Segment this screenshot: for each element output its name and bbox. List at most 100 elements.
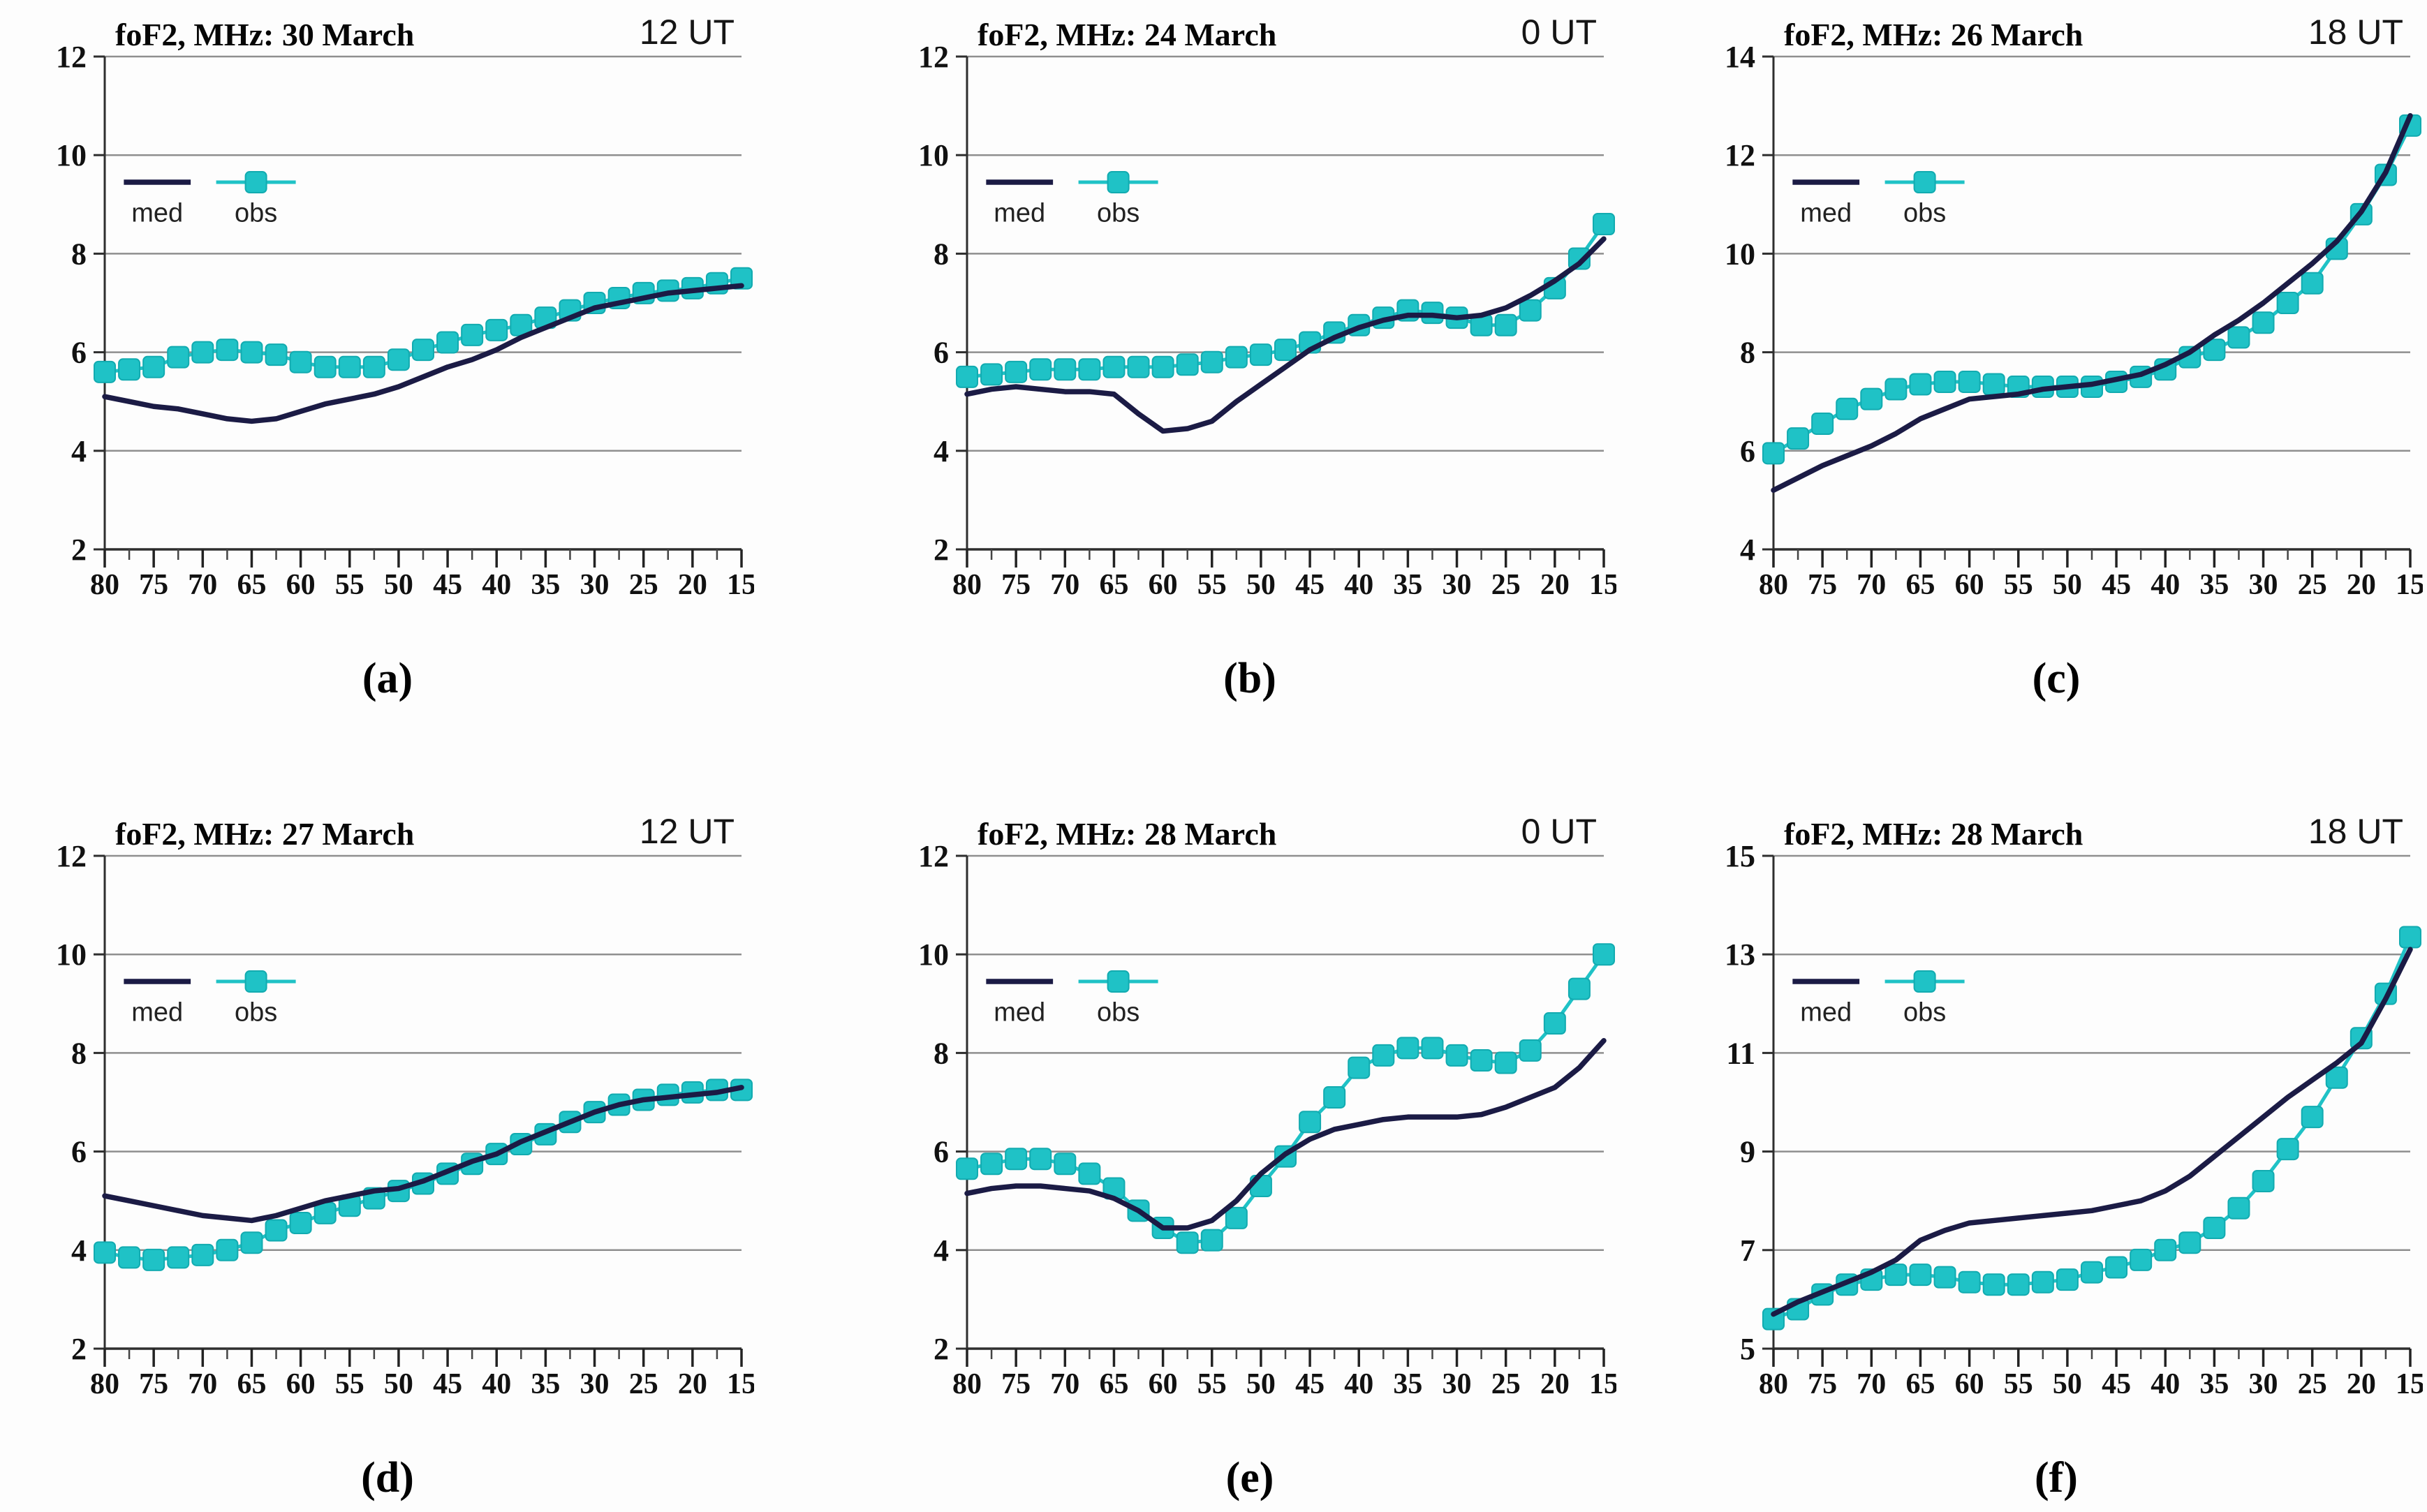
- ut-time-label: 0 UT: [1521, 812, 1597, 851]
- y-tick-label: 10: [918, 138, 949, 172]
- obs-marker: [2007, 1273, 2030, 1296]
- legend-obs-marker: [1913, 171, 1936, 194]
- obs-marker: [1054, 358, 1077, 381]
- obs-marker: [461, 323, 484, 346]
- x-tick-label: 55: [335, 1368, 364, 1400]
- panel-label: (c): [2032, 655, 2081, 702]
- obs-marker: [1078, 358, 1101, 381]
- ut-time-label: 0 UT: [1521, 13, 1597, 52]
- legend-med-label: med: [1800, 199, 1852, 228]
- panel-label: (a): [362, 655, 413, 702]
- x-tick-label: 45: [2102, 569, 2131, 601]
- obs-marker: [1593, 213, 1615, 236]
- y-tick-label: 8: [71, 237, 87, 271]
- x-tick-label: 20: [2347, 569, 2376, 601]
- x-tick-label: 70: [188, 1368, 217, 1400]
- obs-marker: [1249, 343, 1272, 366]
- x-tick-label: 30: [2249, 569, 2278, 601]
- obs-marker: [2154, 1238, 2177, 1261]
- obs-marker: [167, 346, 190, 369]
- x-tick-label: 40: [2151, 569, 2180, 601]
- x-tick-label: 65: [1099, 569, 1128, 601]
- x-tick-label: 75: [1001, 569, 1031, 601]
- obs-marker: [1054, 1152, 1077, 1176]
- x-tick-label: 15: [1589, 569, 1616, 601]
- y-tick-label: 12: [918, 40, 949, 74]
- y-tick-label: 6: [934, 336, 949, 370]
- legend-obs-marker: [1913, 970, 1936, 993]
- legend-obs-marker: [244, 970, 267, 993]
- med-line: [102, 1085, 744, 1224]
- x-tick-label: 40: [2151, 1368, 2180, 1400]
- obs-marker: [265, 1219, 288, 1242]
- legend-obs-label: obs: [235, 998, 277, 1028]
- chart-title: foF2, MHz: 30 March: [115, 17, 415, 52]
- x-tick-label: 50: [384, 1368, 413, 1400]
- x-tick-label: 65: [237, 1368, 266, 1400]
- y-tick-label: 8: [71, 1036, 87, 1070]
- obs-marker: [1200, 1229, 1223, 1252]
- x-tick-label: 20: [2347, 1368, 2376, 1400]
- y-tick-label: 4: [71, 1233, 87, 1268]
- x-tick-label: 65: [237, 569, 266, 601]
- x-tick-label: 35: [531, 569, 560, 601]
- obs-marker: [1225, 346, 1248, 369]
- obs-marker: [313, 355, 337, 378]
- y-tick-label: 10: [1725, 237, 1755, 271]
- chart-panel-e: foF2, MHz: 28 March 0 UT 2 4 6 8 10 12 80 75 70 6…: [883, 810, 1616, 1503]
- x-tick-label: 35: [2199, 569, 2229, 601]
- obs-marker: [1909, 1263, 1932, 1287]
- x-tick-label: 40: [482, 569, 511, 601]
- obs-marker: [2056, 1268, 2079, 1291]
- obs-marker: [1151, 355, 1174, 378]
- obs-marker: [980, 363, 1003, 386]
- obs-marker: [2276, 292, 2299, 314]
- y-tick-label: 10: [918, 937, 949, 972]
- chart-title: foF2, MHz: 28 March: [1784, 816, 2083, 852]
- x-tick-label: 80: [952, 1368, 982, 1400]
- obs-marker: [1470, 1048, 1493, 1072]
- x-tick-label: 70: [188, 569, 217, 601]
- y-tick-label: 12: [56, 40, 87, 74]
- x-tick-label: 25: [1491, 569, 1521, 601]
- x-tick-label: 30: [580, 569, 610, 601]
- y-tick-label: 8: [934, 237, 949, 271]
- obs-marker: [1982, 373, 2005, 396]
- x-tick-label: 35: [1393, 569, 1422, 601]
- y-tick-label: 14: [1725, 40, 1755, 74]
- obs-marker: [2203, 339, 2226, 362]
- obs-marker: [216, 1238, 239, 1261]
- obs-marker: [191, 1243, 214, 1266]
- x-tick-label: 35: [1393, 1368, 1422, 1400]
- x-tick-label: 30: [2249, 1368, 2278, 1400]
- x-tick-label: 70: [1050, 1368, 1079, 1400]
- x-tick-label: 45: [1295, 569, 1325, 601]
- chart-canvas: 2 4 6 8 10 12 80 75 70 65 60 55 50 45 40 35 30 25 20 15 med o…: [56, 839, 754, 1400]
- x-tick-label: 40: [482, 1368, 511, 1400]
- x-tick-label: 50: [2053, 569, 2082, 601]
- obs-line: [966, 953, 1606, 1245]
- obs-marker: [1958, 370, 1981, 393]
- x-tick-label: 60: [1955, 569, 1984, 601]
- chart-title: foF2, MHz: 27 March: [115, 816, 415, 852]
- x-tick-label: 25: [629, 1368, 658, 1400]
- med-line: [964, 1038, 1607, 1231]
- obs-marker: [289, 350, 312, 373]
- obs-marker: [362, 355, 385, 378]
- obs-marker: [1860, 387, 1883, 410]
- obs-marker: [1567, 977, 1591, 1000]
- x-tick-label: 75: [1808, 569, 1837, 601]
- ut-time-label: 18 UT: [2308, 13, 2403, 52]
- med-line: [1771, 947, 2413, 1317]
- obs-marker: [1445, 1044, 1468, 1067]
- obs-marker: [1200, 350, 1223, 373]
- x-tick-label: 20: [1540, 1368, 1570, 1400]
- obs-marker: [1958, 1270, 1981, 1294]
- y-tick-label: 4: [71, 434, 87, 468]
- obs-marker: [1127, 355, 1150, 378]
- y-tick-label: 5: [1740, 1332, 1755, 1366]
- obs-marker: [436, 331, 459, 354]
- x-tick-label: 75: [139, 569, 168, 601]
- x-tick-label: 60: [1149, 569, 1178, 601]
